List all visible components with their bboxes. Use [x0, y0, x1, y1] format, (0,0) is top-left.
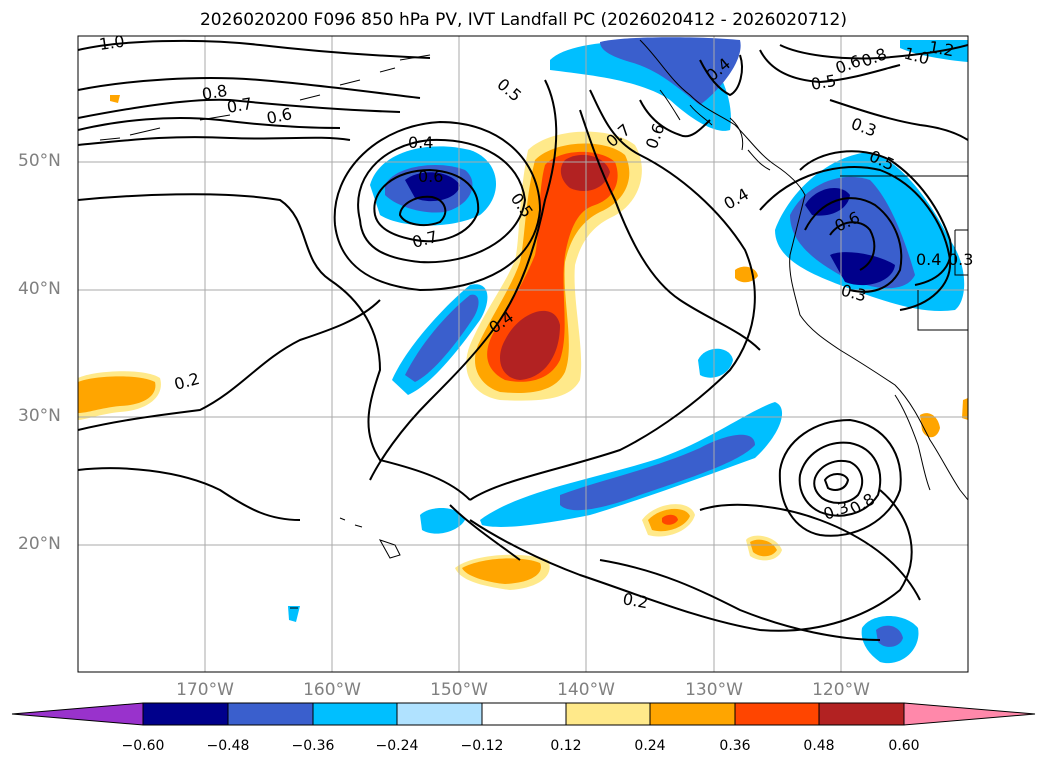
contour-label: 0.6 [642, 121, 669, 151]
colorbar-tick-label: −0.24 [375, 738, 419, 754]
colorbar-bin [818, 702, 905, 726]
contour-label: 0.7 [410, 227, 440, 252]
contour-label: 0.4 [721, 184, 753, 213]
map-frame [77, 35, 969, 673]
lon-label: 140°W [557, 680, 615, 700]
colorbar-tick-label: −0.12 [460, 738, 504, 754]
lat-label: 40°N [18, 279, 61, 299]
colorbar [11, 702, 1036, 726]
colorbar-tick-label: −0.48 [206, 738, 250, 754]
colorbar-tick-label: −0.36 [291, 738, 335, 754]
colorbar-bin [734, 702, 820, 726]
colorbar-bin [227, 702, 314, 726]
colorbar-bin [396, 702, 483, 726]
contour-label: 0.2 [172, 369, 202, 394]
negative-pc-shading [288, 37, 968, 664]
colorbar-min-extend [11, 702, 144, 726]
contour-label: 0.8 [859, 44, 889, 71]
contour-label: 0.3 [849, 114, 879, 141]
map-title: 2026020200 F096 850 hPa PV, IVT Landfall… [199, 10, 847, 30]
colorbar-tick-label: 0.48 [803, 738, 835, 754]
colorbar-tick-label: 0.24 [634, 738, 666, 754]
contour-label: 0.2 [621, 589, 649, 612]
colorbar-tick-label: 0.36 [719, 738, 751, 754]
contour-label: 0.3 [948, 250, 973, 269]
positive-pc-shading [78, 95, 968, 590]
contour-label: 0.4 [916, 250, 941, 269]
contour-label: 0.8 [200, 81, 228, 104]
colorbar-bin [649, 702, 736, 726]
contour-label: 0.6 [418, 167, 443, 186]
contour-label: 0.5 [809, 71, 837, 94]
lon-label: 160°W [303, 680, 361, 700]
colorbar-max-extend [903, 702, 1036, 726]
lat-label: 50°N [18, 151, 61, 171]
colorbar-bin [565, 702, 651, 726]
colorbar-bin [481, 702, 567, 726]
contour-label: 0.6 [265, 104, 294, 128]
contour-label: 0.5 [493, 75, 525, 106]
contour-label: 0.4 [408, 133, 433, 152]
pv-contours [78, 39, 968, 641]
colorbar-tick-label: 0.60 [888, 738, 920, 754]
contour-label-group: 1.0 0.8 0.7 0.6 0.5 0.4 0.6 0.7 0.5 0.7 … [98, 32, 974, 613]
lat-label: 20°N [18, 534, 61, 554]
colorbar-bin [142, 702, 229, 726]
lon-label: 150°W [430, 680, 488, 700]
contour-label: 1.2 [927, 37, 955, 60]
lon-label: 120°W [812, 680, 870, 700]
lon-label: 170°W [176, 680, 234, 700]
lon-label: 130°W [685, 680, 743, 700]
colorbar-tick-label: −0.60 [121, 738, 165, 754]
contour-label: 1.0 [98, 32, 126, 54]
colorbar-bin [312, 702, 398, 726]
contour-label: 0.7 [225, 94, 253, 117]
colorbar-tick-label: 0.12 [550, 738, 582, 754]
shading-layer [78, 37, 968, 664]
lat-label: 30°N [18, 406, 61, 426]
graticule [78, 36, 968, 672]
